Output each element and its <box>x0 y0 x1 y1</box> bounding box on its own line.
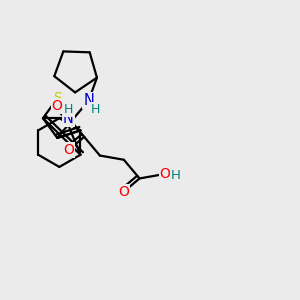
Text: O: O <box>63 143 74 157</box>
Text: H: H <box>91 103 100 116</box>
Text: N: N <box>83 93 94 108</box>
Text: N: N <box>63 111 74 126</box>
Text: O: O <box>160 167 170 181</box>
Text: O: O <box>52 99 62 113</box>
Text: O: O <box>118 185 129 199</box>
Text: H: H <box>170 169 180 182</box>
Text: H: H <box>64 103 73 116</box>
Text: S: S <box>53 92 62 106</box>
